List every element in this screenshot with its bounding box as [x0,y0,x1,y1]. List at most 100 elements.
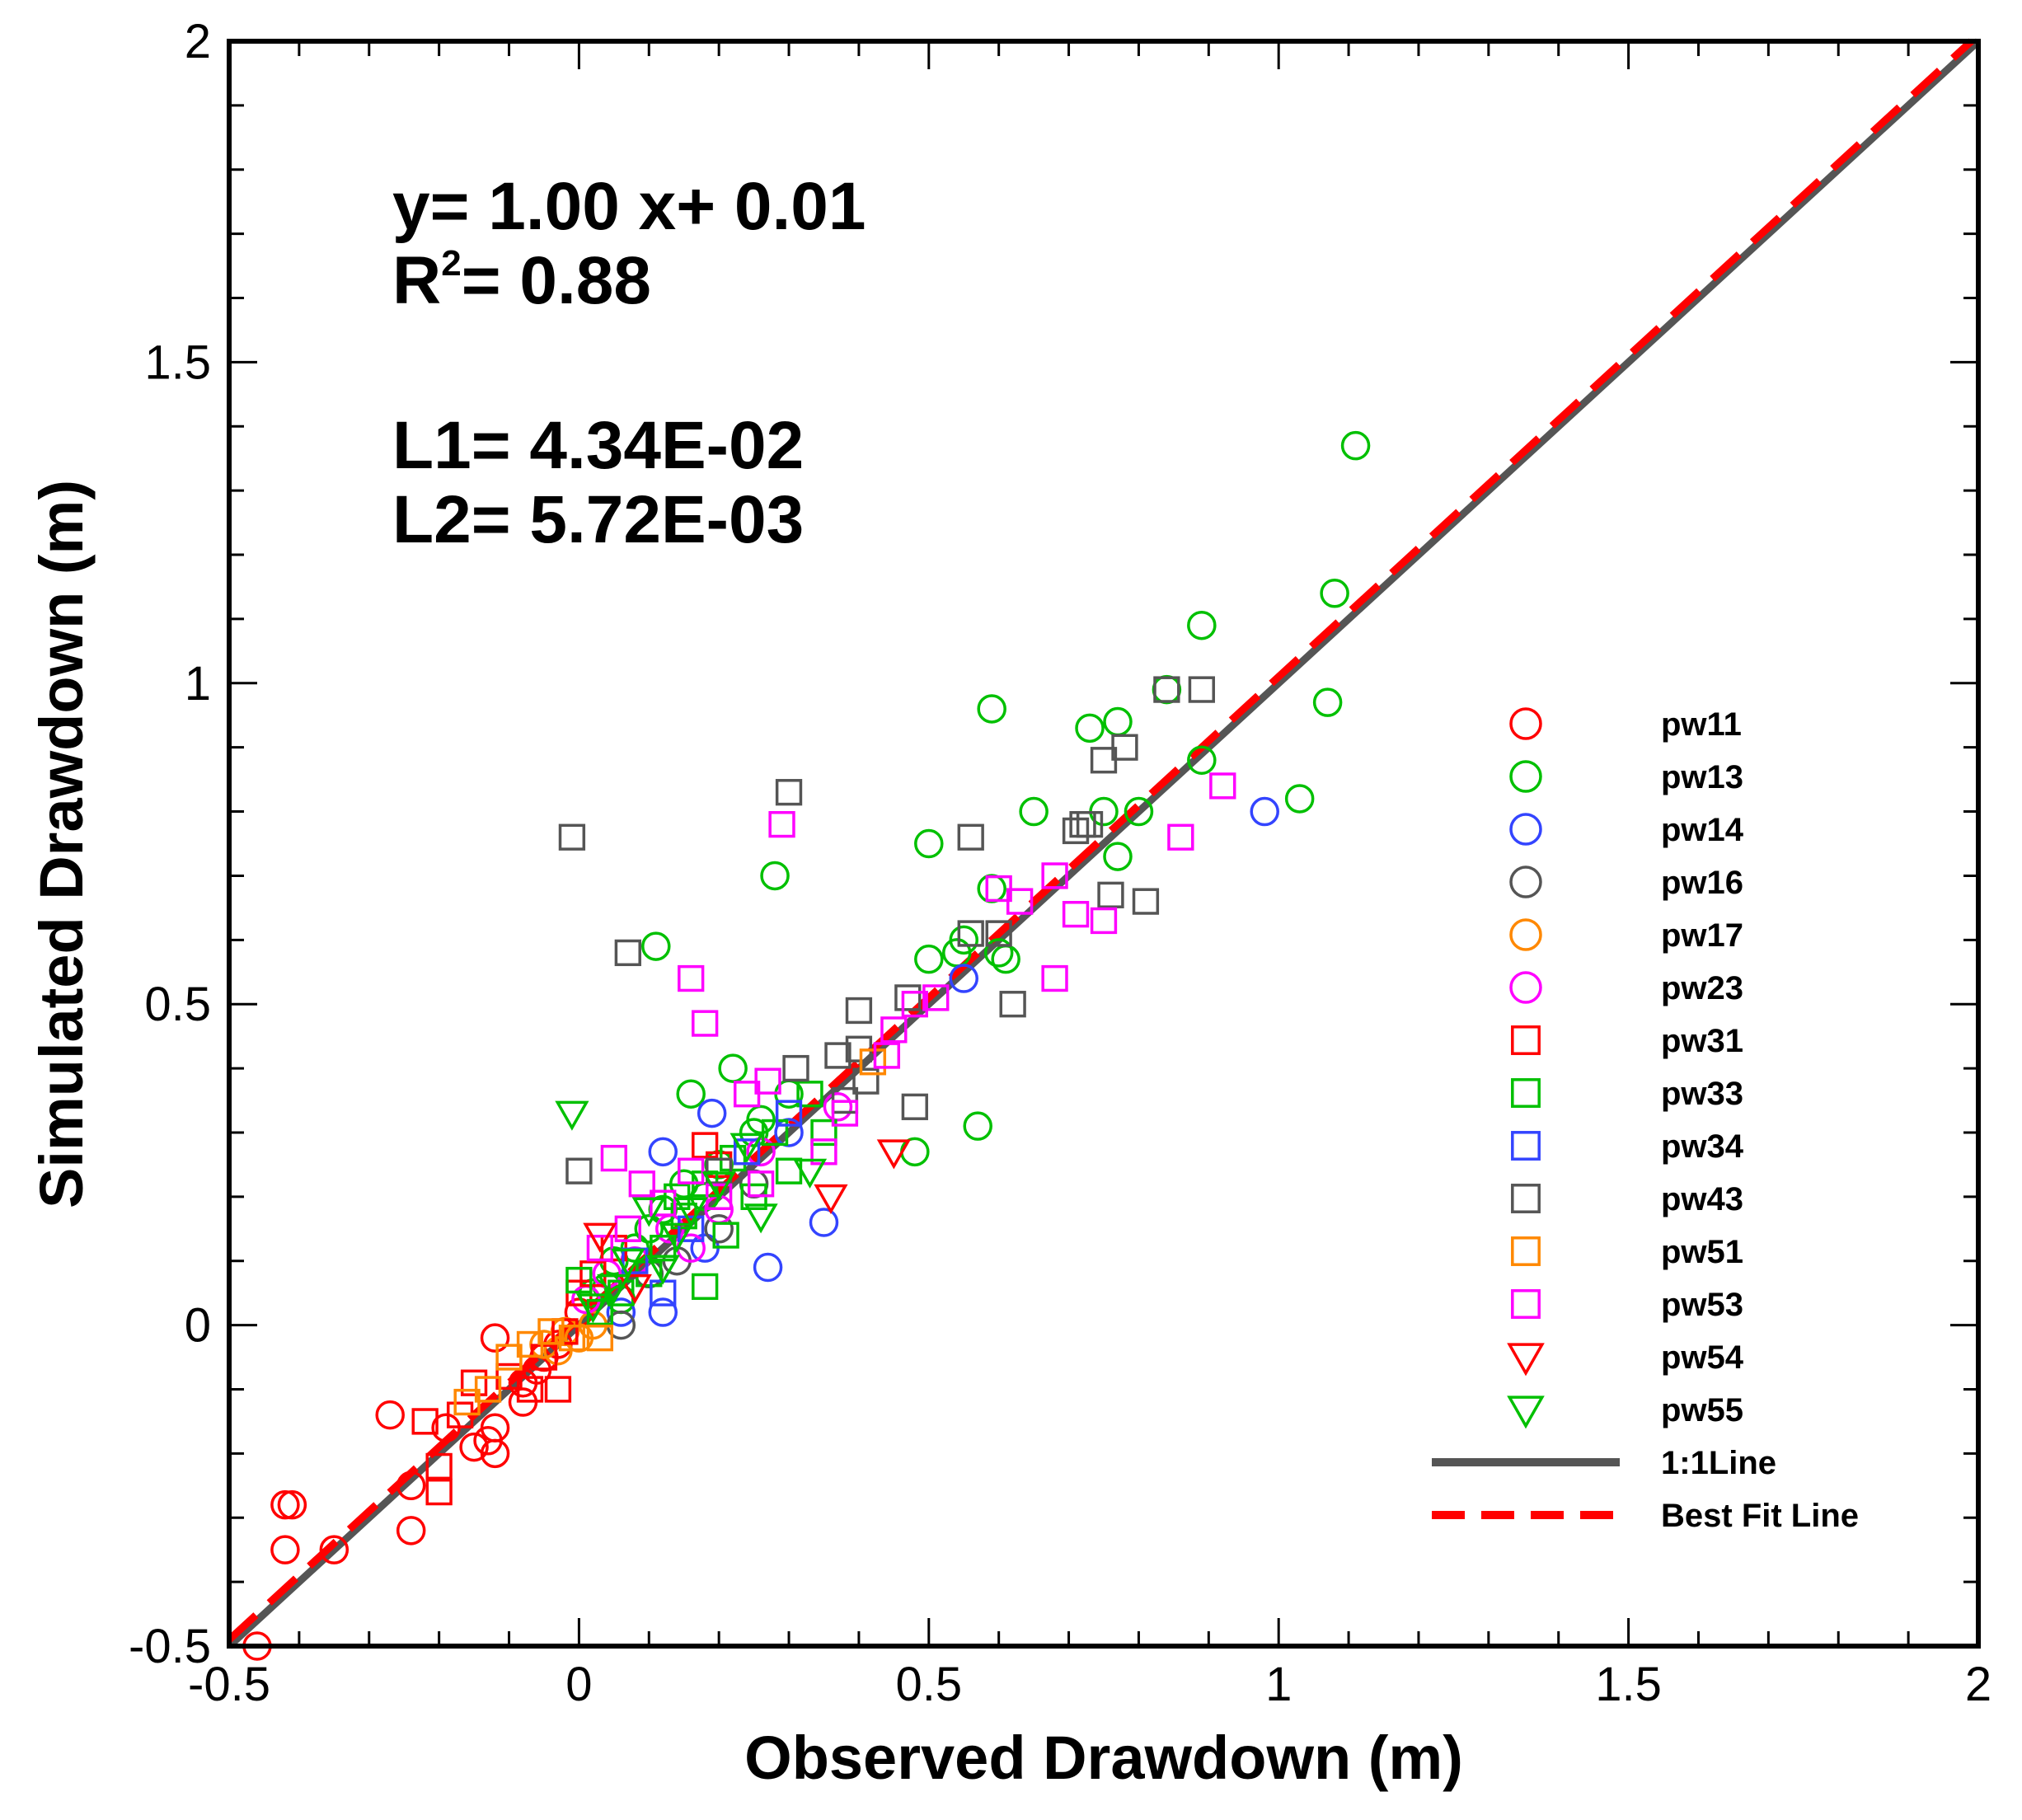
data-point [583,1222,617,1253]
data-point [459,1432,489,1462]
data-point [774,1118,804,1147]
legend-marker [1511,1236,1541,1266]
legend-marker [1507,1395,1545,1429]
data-point [396,1471,426,1501]
data-point [823,1092,853,1122]
data-point [1187,745,1217,776]
data-point [277,1489,307,1520]
r-squared-symbol: R [392,243,441,318]
data-point [1041,964,1068,992]
data-point [645,1255,680,1285]
y-tick-label: 1 [185,657,211,711]
plot-frame [227,39,1981,1649]
data-point [718,1053,748,1083]
data-point [831,1100,859,1127]
data-point [1103,842,1133,871]
x-tick-label: -0.5 [188,1658,270,1711]
data-point [761,1119,789,1147]
data-point [768,810,795,838]
legend-marker [1511,1184,1541,1213]
data-point [460,1369,488,1396]
legend-marker [1509,707,1542,740]
data-point [1041,862,1068,889]
data-point [894,984,922,1011]
data-point [676,1079,706,1109]
data-point [579,1260,607,1288]
x-axis-title: Observed Drawdown (m) [744,1724,1463,1792]
data-point [1187,610,1217,640]
legend-marker [1509,760,1542,793]
data-point [1312,687,1343,717]
legend-item-pw55: pw55 [1507,1392,1743,1429]
legend-item-best-fit-line: Best Fit Line [1432,1498,1859,1534]
legend-item-pw34: pw34 [1511,1128,1744,1165]
legend-label: pw14 [1661,812,1744,848]
legend-label: pw16 [1661,865,1743,901]
data-point [558,1325,586,1352]
data-point [678,1157,705,1184]
legend-marker [1511,1025,1541,1055]
r-squared: R2= 0.88 [392,243,651,318]
y-tick-label: 0 [185,1299,211,1353]
data-point [611,1248,645,1278]
legend-marker [1511,1289,1541,1319]
legend-label: pw51 [1661,1234,1743,1270]
data-point [565,1266,593,1294]
data-point [641,931,671,961]
data-point [796,1081,823,1108]
data-point [551,1318,579,1345]
data-point [914,828,944,859]
data-point [474,1376,502,1403]
x-tick-label: 2 [1965,1658,1992,1711]
series-pw11 [242,1297,594,1661]
legend-item-pw31: pw31 [1511,1023,1743,1059]
data-point [648,1297,678,1327]
data-point [628,1170,655,1198]
data-point [692,1132,719,1159]
data-point [270,1489,300,1520]
data-point [730,1133,764,1163]
legend-label: pw54 [1661,1339,1744,1376]
data-point [977,874,1006,903]
legend-marker [1507,1343,1545,1377]
data-point [977,694,1006,724]
data-point [1320,579,1349,608]
legend-item-pw51: pw51 [1511,1234,1743,1270]
data-point [586,1234,614,1262]
y-tick-label: 2 [185,15,211,68]
data-point [396,1516,426,1546]
data-point [606,1297,636,1327]
data-point [1340,430,1371,461]
data-point [914,944,944,974]
data-point [704,1214,734,1244]
data-point [1019,796,1049,827]
data-point [678,964,705,992]
data-point [1124,796,1154,827]
data-point [1006,888,1034,915]
data-point [900,1137,930,1167]
data-point [901,1093,928,1120]
data-point [1075,713,1105,743]
legend-label: pw11 [1661,706,1742,743]
legend-marker [1509,971,1542,1004]
data-point [792,1158,828,1189]
y-axis-title: Simulated Drawdown (m) [27,480,96,1208]
data-point [648,1137,678,1167]
legend-item-pw16: pw16 [1509,865,1743,901]
data-point [1062,901,1090,928]
data-point [1209,772,1236,800]
data-point [963,1111,992,1141]
series-pw14 [606,796,1279,1327]
legend-label: pw55 [1661,1392,1743,1428]
data-point [586,1325,614,1352]
legend-label: Best Fit Line [1661,1498,1859,1534]
legend-item-pw33: pw33 [1511,1076,1743,1112]
legend-item-one-to-one-line: 1:1Line [1432,1445,1776,1481]
data-point [753,1252,783,1283]
legend-label: pw43 [1661,1181,1743,1217]
data-point [1062,817,1090,845]
data-point [922,984,950,1011]
data-point [425,1452,453,1480]
data-point [673,1197,708,1227]
data-point [983,938,1014,968]
